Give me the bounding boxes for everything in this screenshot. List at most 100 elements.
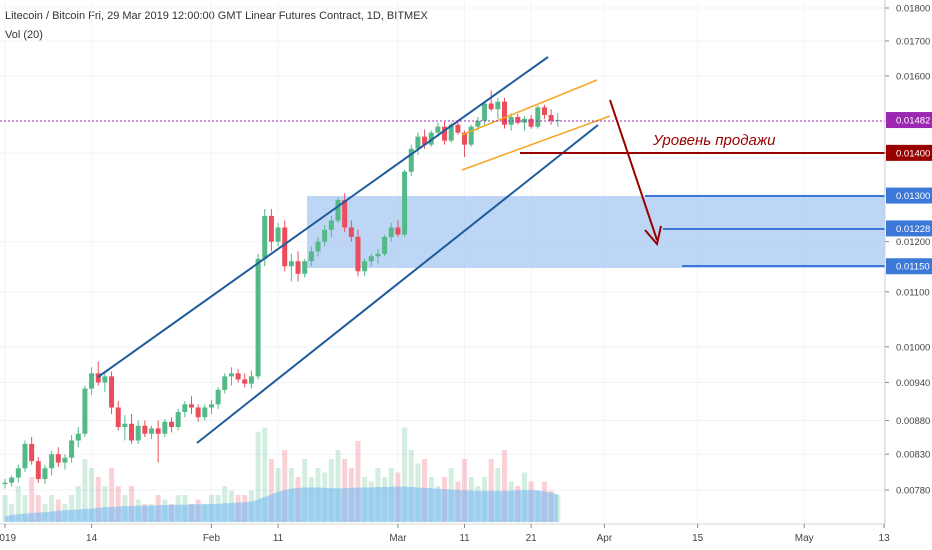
volume-bar [262,427,268,522]
volume-bar [29,477,35,522]
volume-bar [268,459,274,522]
volume-bar [502,450,507,522]
candle [355,229,361,277]
price-axis-label: 0.00880 [896,416,930,427]
price-axis-label: 0.01700 [896,36,930,47]
volume-indicator-label[interactable]: Vol (20) [5,29,43,41]
candle [328,215,334,237]
candle [282,220,288,272]
price-tag-label: 0.01228 [896,224,930,235]
candle [541,104,547,119]
candle [335,197,341,223]
volume-bar [129,486,135,522]
volume-bar [282,450,288,522]
price-tag: 0.01150 [886,258,932,275]
candle [29,437,35,465]
price-tag: 0.01400 [886,144,932,161]
candle [15,464,21,483]
candle [255,253,261,380]
price-axis-label: 0.01600 [896,71,930,82]
down-arrow[interactable] [609,99,662,247]
candle [235,369,241,383]
candle [288,253,294,282]
time-axis-label: 21 [526,533,538,544]
volume-moving-average-area [5,486,558,522]
price-axis-background [885,0,932,550]
time-axis-label: 14 [86,533,98,544]
candle [548,109,554,125]
channel-upper-line[interactable] [97,56,549,378]
candle [89,367,95,395]
ascending-channel[interactable] [97,56,599,444]
candle [42,464,48,485]
channel-lower-line[interactable] [196,124,599,444]
price-axis-label: 0.01800 [896,4,930,15]
volume-bar [255,432,261,522]
candle [9,475,15,487]
candle [35,456,41,483]
candle [62,454,68,470]
candle [95,361,101,386]
volume-bar [2,495,8,522]
volume-bar [488,459,494,522]
candle [555,113,561,127]
time-axis[interactable]: 2019 14 Feb 11 Mar 11 21 Apr 15 May 13 [0,524,890,544]
candle [308,246,314,267]
candle [175,408,181,431]
candle [115,401,121,431]
candle [362,258,368,277]
candle [502,97,507,129]
volume-bar [355,441,361,522]
candle [242,373,248,388]
candle [508,113,514,131]
candle [348,220,354,242]
time-axis-label: 2019 [0,533,17,544]
candle [69,435,75,463]
volume-bar [102,486,108,522]
time-axis-label: May [795,533,814,544]
candle [368,253,374,267]
candles [2,90,561,489]
candle [275,222,281,247]
candle [215,387,221,409]
candle [55,447,61,467]
candle [528,115,534,129]
candle [82,385,88,438]
price-tag: 0.01228 [886,220,932,237]
candle [495,97,501,119]
time-axis-label: Apr [597,533,613,544]
candle [428,130,434,147]
volume-bar [35,495,41,522]
candle [382,234,388,257]
price-tag-label: 0.01400 [896,148,930,159]
volume-bar [69,495,75,522]
candle [155,420,161,463]
candle [135,420,141,444]
rising-wedge[interactable] [461,79,611,171]
volume-bar [75,486,81,522]
price-axis-label: 0.00830 [896,450,930,461]
candle [515,113,521,125]
volume-bar [115,486,121,522]
volume-bar [55,499,61,522]
price-axis-label: 0.00780 [896,486,930,497]
candle [462,130,468,157]
volume-bar [109,468,115,522]
wedge-upper-line[interactable] [461,79,598,136]
wedge-lower-line[interactable] [461,115,611,171]
candle [222,373,228,394]
candle [488,90,494,112]
candle [162,419,168,438]
candle [109,371,115,414]
price-axis-label: 0.01000 [896,342,930,353]
volume-bar [408,450,414,522]
candle [149,425,155,440]
sell-level-label[interactable]: Уровень продажи [652,132,776,149]
candle [75,427,81,448]
price-tag-label: 0.01300 [896,191,930,202]
candle [262,209,268,267]
volume-bar [15,486,21,522]
candle [142,420,148,438]
candle [208,399,214,414]
